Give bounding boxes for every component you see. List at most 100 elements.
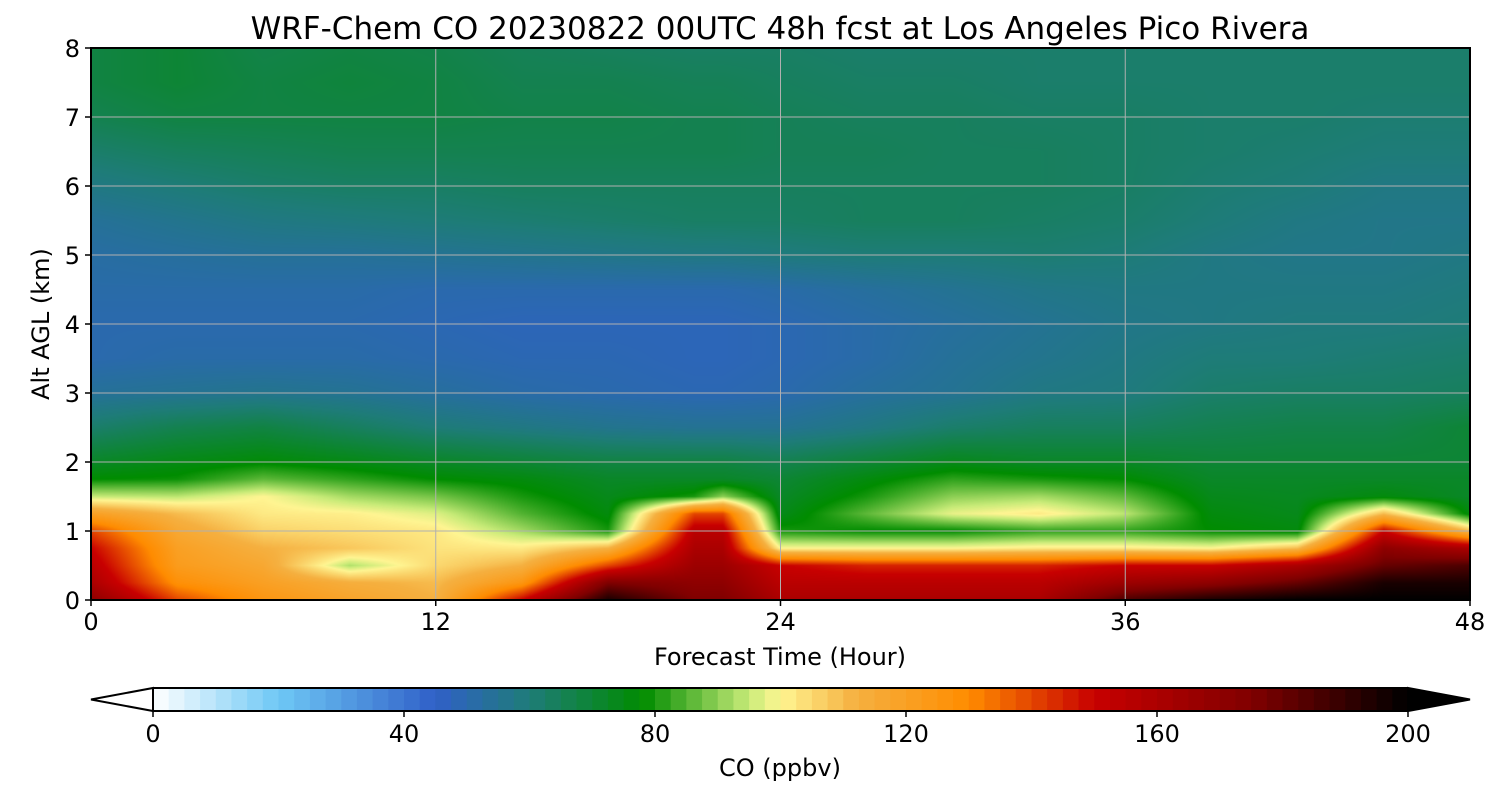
colorbar-segment bbox=[717, 688, 735, 711]
colorbar-segment bbox=[1235, 688, 1252, 711]
colorbar-segment bbox=[341, 688, 358, 711]
colorbar-segment bbox=[278, 688, 295, 711]
colorbar-segment bbox=[482, 688, 499, 711]
x-tick-label: 48 bbox=[1455, 608, 1486, 636]
colorbar-segment bbox=[937, 688, 954, 711]
y-tick-label: 5 bbox=[65, 242, 80, 270]
colorbar-segment bbox=[1125, 688, 1142, 711]
y-tick-label: 4 bbox=[65, 311, 80, 339]
colorbar-segment bbox=[529, 688, 546, 711]
colorbar-segment bbox=[1360, 688, 1378, 711]
colorbar-segment bbox=[984, 688, 1001, 711]
colorbar-segment bbox=[294, 688, 311, 711]
colorbar-segment bbox=[764, 688, 782, 711]
colorbar-segment bbox=[1157, 688, 1174, 711]
colorbar-segment bbox=[827, 688, 844, 711]
y-tick-label: 0 bbox=[65, 587, 80, 615]
colorbar-tick-label: 0 bbox=[145, 720, 160, 748]
colorbar-segment bbox=[639, 688, 656, 711]
colorbar-frame bbox=[153, 687, 1408, 712]
x-tick-label: 12 bbox=[420, 608, 451, 636]
x-axis-label: Forecast Time (Hour) bbox=[654, 643, 906, 671]
colorbar-segment bbox=[309, 688, 327, 711]
colorbar-segment bbox=[200, 688, 217, 711]
colorbar-segment bbox=[168, 688, 185, 711]
colorbar-tick-label: 40 bbox=[389, 720, 420, 748]
colorbar-extend-min-arrow bbox=[90, 686, 154, 713]
colorbar-segment bbox=[1282, 688, 1299, 711]
colorbar-segment bbox=[404, 688, 421, 711]
colorbar-extend-max-arrow bbox=[1407, 686, 1471, 713]
y-tick-label: 6 bbox=[65, 173, 80, 201]
colorbar-segment bbox=[1266, 688, 1284, 711]
colorbar-segment bbox=[655, 688, 672, 711]
colorbar-segment bbox=[1000, 688, 1017, 711]
colorbar-segment bbox=[325, 688, 342, 711]
colorbar-segment bbox=[749, 688, 766, 711]
colorbar-segment bbox=[1094, 688, 1111, 711]
colorbar-segment bbox=[153, 688, 170, 711]
colorbar-segment bbox=[513, 688, 531, 711]
colorbar-segment bbox=[231, 688, 248, 711]
x-tick-label: 36 bbox=[1110, 608, 1141, 636]
colorbar-segment bbox=[953, 688, 970, 711]
colorbar-segment bbox=[811, 688, 829, 711]
colorbar-segment bbox=[1392, 688, 1409, 711]
colorbar-segment bbox=[1219, 688, 1237, 711]
colorbar-segment bbox=[702, 688, 719, 711]
colorbar-segment bbox=[545, 688, 562, 711]
colorbar-segment bbox=[874, 688, 891, 711]
colorbar: 0 40 80 120 160 200 bbox=[90, 686, 1471, 748]
y-tick-label: 2 bbox=[65, 449, 80, 477]
colorbar-segment bbox=[215, 688, 233, 711]
colorbar-segment bbox=[1188, 688, 1205, 711]
colorbar-segment bbox=[356, 688, 374, 711]
colorbar-tick-label: 200 bbox=[1385, 720, 1431, 748]
colorbar-segment bbox=[435, 688, 452, 711]
colorbar-segment bbox=[1031, 688, 1048, 711]
x-tick-label: 0 bbox=[83, 608, 98, 636]
colorbar-segment bbox=[921, 688, 938, 711]
colorbar-segment bbox=[780, 688, 797, 711]
colorbar-segment bbox=[968, 688, 986, 711]
colorbar-segment bbox=[1047, 688, 1064, 711]
colorbar-segment bbox=[1141, 688, 1158, 711]
x-tick-label: 24 bbox=[765, 608, 796, 636]
colorbar-segment bbox=[1298, 688, 1315, 711]
colorbar-segment bbox=[623, 688, 640, 711]
colorbar-segment bbox=[592, 688, 609, 711]
colorbar-segment bbox=[670, 688, 687, 711]
colorbar-segment bbox=[1109, 688, 1127, 711]
colorbar-segment bbox=[1345, 688, 1362, 711]
colorbar-segment bbox=[733, 688, 750, 711]
colorbar-segment bbox=[1015, 688, 1033, 711]
colorbar-segment bbox=[372, 688, 389, 711]
colorbar-segment bbox=[262, 688, 280, 711]
colorbar-segment bbox=[1078, 688, 1095, 711]
colorbar-segment bbox=[796, 688, 813, 711]
chart-title: WRF-Chem CO 20230822 00UTC 48h fcst at L… bbox=[251, 11, 1310, 47]
colorbar-segment bbox=[560, 688, 578, 711]
colorbar-segment bbox=[906, 688, 923, 711]
colorbar-segment bbox=[843, 688, 860, 711]
colorbar-segment bbox=[1376, 688, 1393, 711]
colorbar-segment bbox=[184, 688, 201, 711]
colorbar-segment bbox=[466, 688, 484, 711]
colorbar-segment bbox=[1062, 688, 1080, 711]
colorbar-tick-label: 80 bbox=[640, 720, 671, 748]
y-tick-label: 7 bbox=[65, 104, 80, 132]
colorbar-segment bbox=[1329, 688, 1346, 711]
colorbar-segment bbox=[247, 688, 264, 711]
y-tick-label: 1 bbox=[65, 518, 80, 546]
colorbar-segment bbox=[451, 688, 468, 711]
colorbar-segment bbox=[1204, 688, 1221, 711]
colorbar-tick-label: 120 bbox=[883, 720, 929, 748]
colorbar-segment bbox=[686, 688, 703, 711]
colorbar-segment bbox=[1313, 688, 1331, 711]
colorbar-label: CO (ppbv) bbox=[719, 754, 841, 782]
colorbar-segment bbox=[419, 688, 436, 711]
colorbar-tick-label: 160 bbox=[1134, 720, 1180, 748]
colorbar-segment bbox=[890, 688, 907, 711]
